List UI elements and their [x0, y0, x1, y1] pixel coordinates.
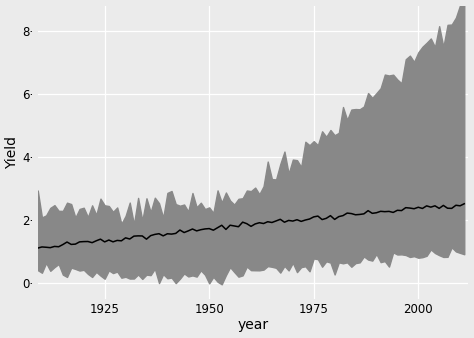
X-axis label: year: year: [237, 318, 269, 333]
Y-axis label: Yield: Yield: [6, 136, 19, 169]
